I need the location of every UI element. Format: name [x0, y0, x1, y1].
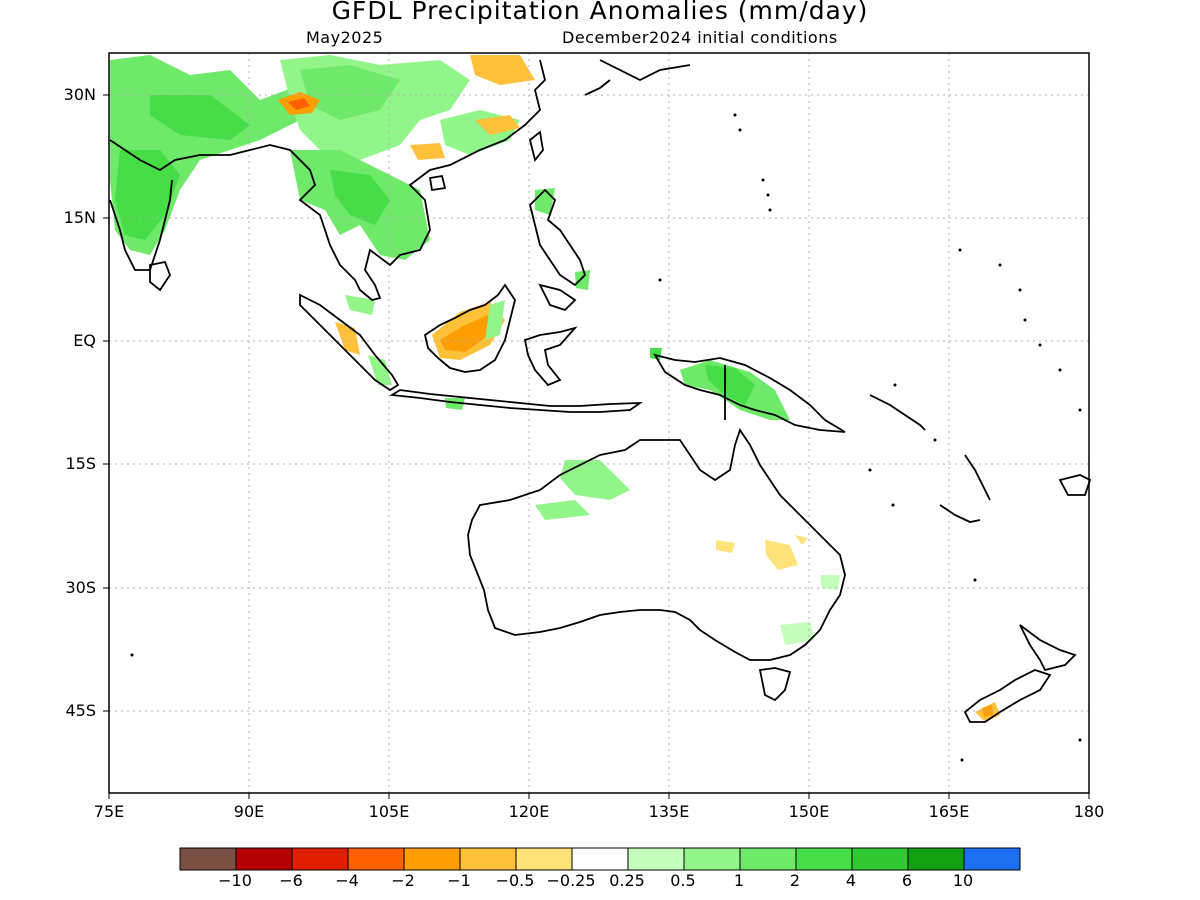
legend-color-box: [347, 847, 405, 871]
color-legend: [179, 847, 1021, 871]
legend-label: −0.5: [495, 871, 535, 890]
legend-color-box: [907, 847, 965, 871]
lon-label-90e: 90E: [233, 802, 265, 821]
lat-label-eq: EQ: [73, 331, 96, 350]
legend-color-box: [627, 847, 685, 871]
legend-color-box: [291, 847, 349, 871]
lon-label-180: 180: [1073, 802, 1105, 821]
lat-label-30n: 30N: [63, 85, 96, 104]
legend-color-box: [515, 847, 573, 871]
legend-color-box: [851, 847, 909, 871]
legend-label: 10: [952, 871, 974, 890]
lat-label-15s: 15S: [65, 454, 96, 473]
lon-label-120e: 120E: [508, 802, 550, 821]
legend-color-box: [459, 847, 517, 871]
lon-label-75e: 75E: [93, 802, 125, 821]
lat-label-45s: 45S: [65, 701, 96, 720]
map-title: GFDL Precipitation Anomalies (mm/day): [331, 0, 869, 25]
init-conditions: December2024 initial conditions: [562, 28, 838, 47]
legend-label: −0.25: [546, 871, 596, 890]
lon-label-150e: 150E: [788, 802, 830, 821]
lat-label-30s: 30S: [65, 578, 96, 597]
legend-color-box: [683, 847, 741, 871]
lat-label-15n: 15N: [63, 208, 96, 227]
legend-color-box: [963, 847, 1021, 871]
lon-label-105e: 105E: [368, 802, 410, 821]
legend-label: −4: [335, 871, 359, 890]
axis-ticks: [103, 94, 1090, 799]
coastlines: [109, 59, 1092, 723]
legend-color-box: [403, 847, 461, 871]
valid-month: May2025: [306, 28, 384, 47]
legend-color-box: [235, 847, 293, 871]
legend-label: 1: [733, 871, 745, 890]
legend-label: −2: [391, 871, 415, 890]
graticule: [109, 53, 1089, 793]
legend-color-box: [179, 847, 237, 871]
legend-color-box: [571, 847, 629, 871]
legend-label: 4: [845, 871, 857, 890]
legend-label: −10: [218, 871, 252, 890]
plot-frame: [108, 52, 1090, 794]
legend-label: −6: [279, 871, 303, 890]
legend-color-box: [739, 847, 797, 871]
legend-label: 0.25: [609, 871, 645, 890]
legend-label: 6: [901, 871, 913, 890]
legend-label: 0.5: [670, 871, 696, 890]
small-islands: [130, 113, 1082, 762]
lon-label-135e: 135E: [648, 802, 690, 821]
legend-label: 2: [789, 871, 801, 890]
legend-color-box: [795, 847, 853, 871]
legend-label: −1: [447, 871, 471, 890]
lon-label-165e: 165E: [928, 802, 970, 821]
anomaly-shading: [110, 55, 1000, 722]
